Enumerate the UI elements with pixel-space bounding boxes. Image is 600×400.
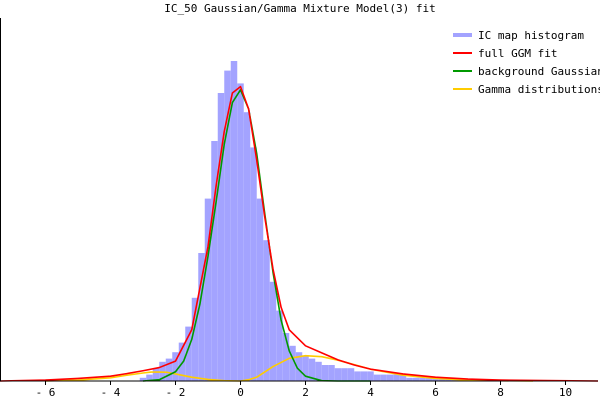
histogram-bar <box>432 377 439 381</box>
histogram-bar <box>412 377 420 381</box>
x-tick-label: 8 <box>497 386 504 399</box>
histogram-bar <box>185 326 192 381</box>
histogram-bar <box>380 374 387 381</box>
histogram-bar <box>217 93 225 381</box>
histogram-bar <box>191 297 199 381</box>
histogram-bar <box>237 83 244 382</box>
chart-title: IC_50 Gaussian/Gamma Mixture Model(3) fi… <box>164 2 436 15</box>
histogram-bar <box>269 281 277 381</box>
histogram-bar <box>230 61 238 381</box>
histogram-bar <box>165 358 173 381</box>
full-ggm-fit-line <box>0 85 599 382</box>
histogram-bar <box>386 374 394 381</box>
histogram-bar <box>198 253 205 381</box>
histogram-bar <box>399 374 407 381</box>
histogram-bar <box>282 333 290 381</box>
histogram-bar <box>419 377 426 381</box>
x-tick-label: 2 <box>302 386 309 399</box>
histogram-bar <box>276 310 283 381</box>
histogram-bar <box>295 352 303 381</box>
histogram-bar <box>256 198 264 381</box>
histogram-bar <box>406 377 413 381</box>
histogram-bar <box>289 345 296 381</box>
x-tick-label: 0 <box>237 386 244 399</box>
histogram-bar <box>328 365 335 381</box>
histogram-bar <box>146 374 153 381</box>
histogram-bar <box>172 352 179 381</box>
histogram-bar <box>360 371 368 381</box>
legend-label-gamma: Gamma distributions <box>478 83 600 96</box>
gamma-distributions-line <box>45 354 534 382</box>
legend: IC map histogram full GGM fit background G… <box>453 29 600 96</box>
histogram-bar <box>393 374 400 381</box>
x-tick-label: 6 <box>432 386 439 399</box>
histogram-bar <box>204 198 212 381</box>
plot-area: - 6 - 4 - 2 0 2 4 6 8 10 <box>0 18 599 399</box>
legend-label-background: background Gaussian <box>478 65 600 78</box>
histogram-bar <box>243 112 251 381</box>
x-tick-label: - 2 <box>166 386 186 399</box>
histogram-bar <box>152 368 160 381</box>
histogram-bar <box>211 141 218 381</box>
histogram-bar <box>250 147 257 381</box>
histogram-bar <box>263 240 270 381</box>
histogram-bar <box>334 368 342 381</box>
histogram-bar <box>367 371 374 381</box>
histogram-bar <box>425 377 433 381</box>
histogram-bar <box>315 361 322 381</box>
histogram-bar <box>139 377 147 381</box>
histogram-bar <box>354 371 361 381</box>
histogram-bar <box>178 342 186 381</box>
histogram-bar <box>321 365 329 381</box>
histogram-bar <box>224 70 231 381</box>
histogram-bar <box>302 355 309 381</box>
histogram-bar <box>347 368 355 381</box>
histogram-bar <box>373 374 381 381</box>
histogram-bar <box>308 358 316 381</box>
x-tick-label: 10 <box>559 386 572 399</box>
legend-label-full-fit: full GGM fit <box>478 47 557 60</box>
histogram-bar <box>341 368 348 381</box>
legend-label-histogram: IC map histogram <box>478 29 584 42</box>
x-tick-label: - 6 <box>36 386 56 399</box>
x-tick-label: 4 <box>367 386 374 399</box>
x-tick-label: - 4 <box>101 386 121 399</box>
